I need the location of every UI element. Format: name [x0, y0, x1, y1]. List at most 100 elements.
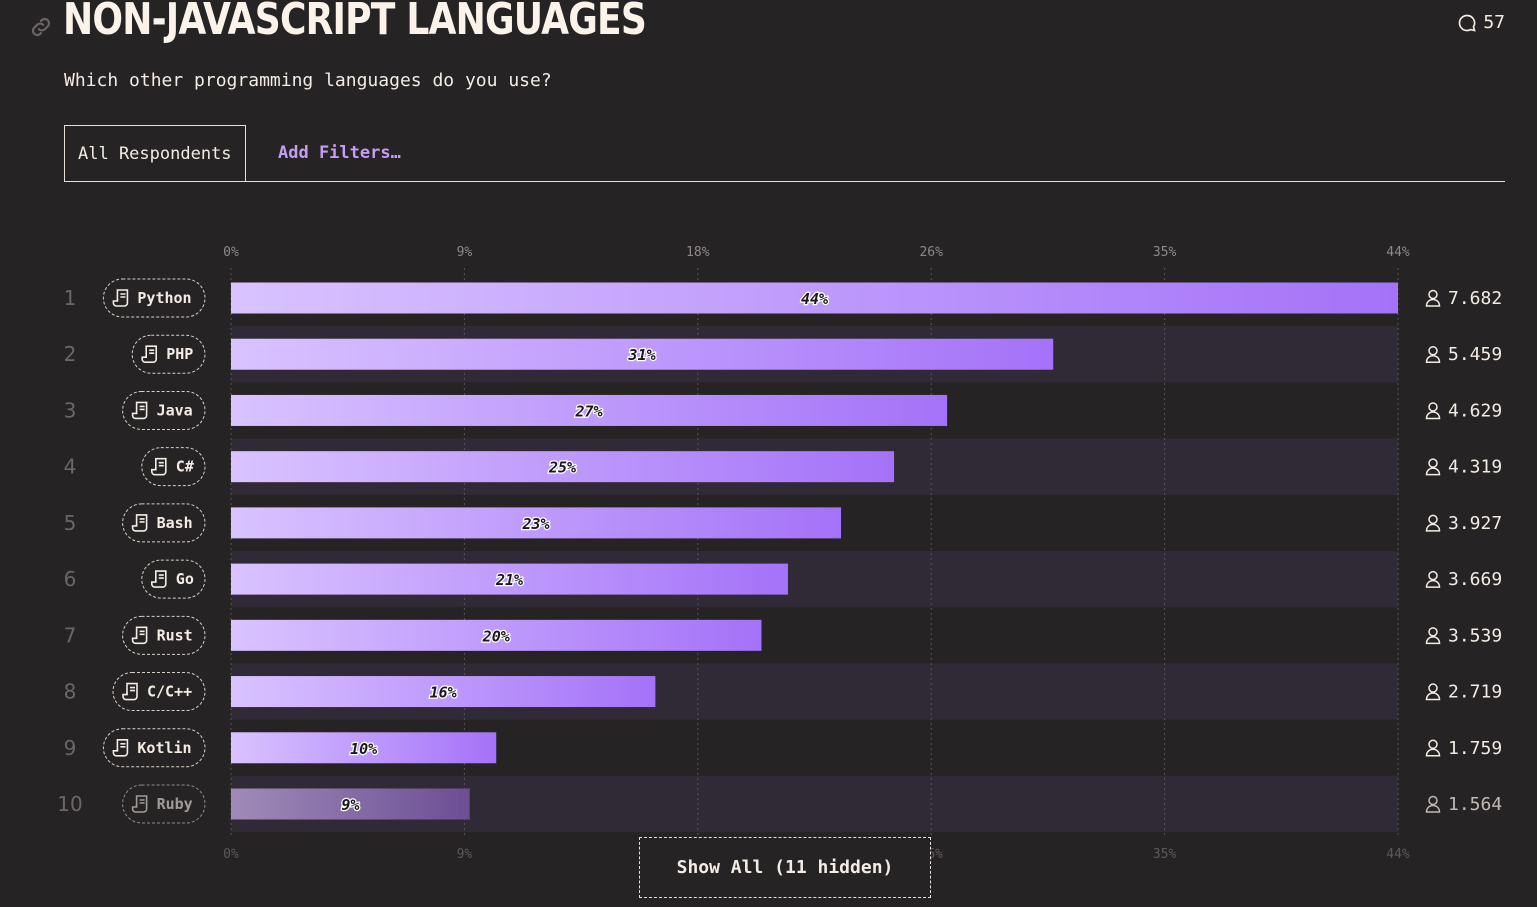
- respondent-count: 3.539: [1448, 625, 1502, 646]
- x-tick-label-bottom: 0%: [223, 847, 239, 862]
- respondent-count: 2.719: [1448, 682, 1502, 703]
- respondent-count: 3.669: [1448, 569, 1502, 590]
- item-label: PHP: [166, 345, 193, 363]
- scroll-icon: [131, 626, 148, 645]
- bar-value-label: 23%: [521, 515, 549, 533]
- scroll-icon: [141, 345, 157, 364]
- item-label: C#: [176, 458, 194, 476]
- scroll-icon: [151, 570, 167, 588]
- x-tick-label-bottom: 44%: [1386, 847, 1410, 862]
- respondent-count: 5.459: [1448, 344, 1502, 365]
- item-label: Rust: [157, 626, 193, 644]
- x-tick-label: 26%: [919, 245, 943, 260]
- bar: [231, 619, 762, 651]
- rank-number: 9: [64, 736, 77, 760]
- x-tick-label: 0%: [223, 245, 239, 260]
- respondent-count: 1.759: [1448, 738, 1502, 759]
- respondent-count: 1.564: [1448, 794, 1502, 815]
- item-tag: [122, 784, 206, 824]
- user-icon: [1425, 683, 1441, 701]
- item-tag: [122, 390, 206, 430]
- item-tag: [122, 615, 206, 655]
- bar-value-label: 20%: [482, 627, 510, 645]
- scroll-icon: [131, 401, 148, 420]
- respondent-count: 4.319: [1448, 457, 1502, 478]
- item-label: Python: [137, 289, 191, 307]
- respondent-count: 7.682: [1448, 288, 1502, 309]
- bar: [231, 788, 470, 820]
- user-icon: [1425, 402, 1441, 420]
- bar-value-label: 10%: [350, 740, 377, 758]
- x-tick-label-bottom: 35%: [1153, 847, 1177, 862]
- user-icon: [1425, 458, 1441, 476]
- rank-number: 1: [64, 286, 77, 310]
- x-tick-label: 44%: [1386, 245, 1410, 260]
- item-tag: [131, 334, 206, 374]
- rank-number: 7: [64, 623, 77, 647]
- x-tick-label: 9%: [457, 245, 473, 260]
- item-label: C/C++: [147, 683, 192, 701]
- question-text: Which other programming languages do you…: [64, 70, 552, 91]
- rank-number: 3: [64, 398, 77, 422]
- item-tag: [112, 672, 206, 712]
- rank-number: 2: [64, 342, 77, 366]
- bar: [231, 676, 656, 708]
- add-filters-link[interactable]: Add Filters…: [278, 125, 401, 181]
- comment-count: 57: [1483, 12, 1505, 33]
- scroll-icon: [131, 795, 148, 813]
- bar-value-label: 27%: [575, 402, 603, 420]
- item-tag: [102, 728, 206, 768]
- scroll-icon: [151, 457, 167, 476]
- item-label: Go: [176, 570, 194, 588]
- bar-value-label: 9%: [341, 796, 359, 814]
- bar-value-label: 44%: [801, 290, 828, 308]
- x-tick-label-bottom: 9%: [457, 847, 473, 862]
- filter-tabs: All Respondents Add Filters…: [64, 125, 1505, 182]
- comment-icon: [1459, 14, 1476, 32]
- bar: [231, 282, 1398, 314]
- bar: [231, 507, 842, 539]
- user-icon: [1425, 289, 1441, 307]
- rank-number: 4: [64, 455, 77, 479]
- user-icon: [1425, 739, 1441, 757]
- item-label: Bash: [157, 514, 193, 532]
- x-tick-label: 18%: [686, 245, 710, 260]
- user-icon: [1425, 570, 1441, 588]
- bar-value-label: 25%: [548, 459, 576, 477]
- x-tick-label: 35%: [1153, 245, 1177, 260]
- item-label: Ruby: [157, 795, 193, 813]
- comments-button[interactable]: 57: [1457, 12, 1505, 33]
- scroll-icon: [131, 514, 148, 532]
- rank-number: 8: [64, 680, 77, 704]
- item-tag: [102, 278, 206, 318]
- scroll-icon: [112, 738, 129, 757]
- tab-all-respondents[interactable]: All Respondents: [64, 125, 246, 181]
- user-icon: [1425, 627, 1441, 645]
- item-tag: [141, 559, 206, 599]
- bar-value-label: 16%: [430, 684, 457, 702]
- bar: [231, 394, 948, 426]
- item-label: Java: [157, 401, 193, 419]
- rank-number: 5: [64, 511, 77, 535]
- bar: [231, 338, 1054, 370]
- item-tag: [141, 447, 206, 487]
- bar: [231, 451, 895, 483]
- rank-number: 6: [64, 567, 77, 591]
- scroll-icon: [112, 289, 129, 307]
- respondent-count: 3.927: [1448, 513, 1502, 534]
- bar: [231, 563, 788, 595]
- bar: [231, 732, 497, 764]
- rank-number: 10: [57, 792, 82, 816]
- item-tag: [122, 503, 206, 543]
- user-icon: [1425, 345, 1441, 363]
- link-icon[interactable]: [28, 14, 54, 40]
- respondent-count: 4.629: [1448, 400, 1502, 421]
- page-title: NON-JAVASCRIPT LANGUAGES: [63, 0, 647, 45]
- item-label: Kotlin: [137, 739, 191, 757]
- show-all-button[interactable]: Show All (11 hidden): [639, 837, 931, 898]
- bar-value-label: 21%: [495, 571, 523, 589]
- user-icon: [1425, 514, 1441, 532]
- user-icon: [1425, 795, 1441, 813]
- scroll-icon: [122, 682, 138, 701]
